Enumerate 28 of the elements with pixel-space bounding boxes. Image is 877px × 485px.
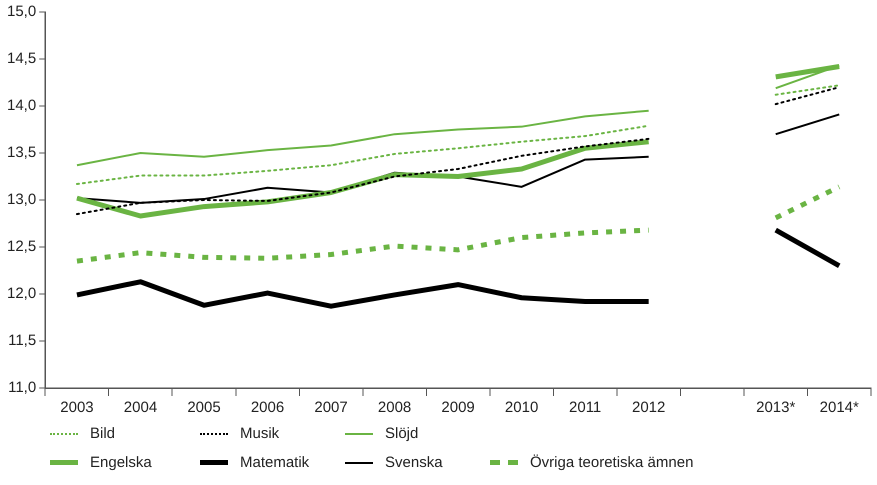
x-tick-label: 2009: [441, 399, 475, 416]
x-tick-label: 2007: [314, 399, 348, 416]
y-tick-label: 12,0: [6, 285, 36, 302]
x-tick-label: 2003: [60, 399, 94, 416]
x-tick-label: 2008: [378, 399, 412, 416]
y-tick-label: 13,0: [6, 191, 36, 208]
y-tick-label: 13,5: [6, 144, 36, 162]
x-tick-label: 2014*: [820, 399, 859, 416]
legend-label: Musik: [240, 425, 280, 442]
y-tick-label: 14,0: [6, 97, 36, 114]
y-tick-label: 12,5: [6, 238, 36, 256]
legend-label: Engelska: [90, 454, 152, 471]
legend-label: Slöjd: [385, 425, 418, 442]
x-tick-label: 2005: [187, 399, 221, 416]
x-tick-label: 2013*: [756, 399, 796, 416]
x-tick-label: 2011: [569, 399, 602, 416]
x-tick-label: 2004: [124, 399, 158, 416]
legend-label: Bild: [90, 425, 116, 442]
legend-label: Matematik: [240, 454, 310, 471]
x-tick-label: 2010: [504, 399, 538, 416]
y-tick-label: 11,5: [8, 332, 36, 350]
legend-label: Svenska: [385, 454, 443, 471]
x-tick-label: 2006: [250, 399, 284, 416]
y-tick-label: 11,0: [8, 379, 36, 396]
legend-label: Övriga teoretiska ämnen: [530, 454, 694, 471]
y-tick-label: 15,0: [6, 3, 36, 20]
x-tick-label: 2012: [632, 399, 666, 416]
y-tick-label: 14,5: [6, 50, 36, 68]
